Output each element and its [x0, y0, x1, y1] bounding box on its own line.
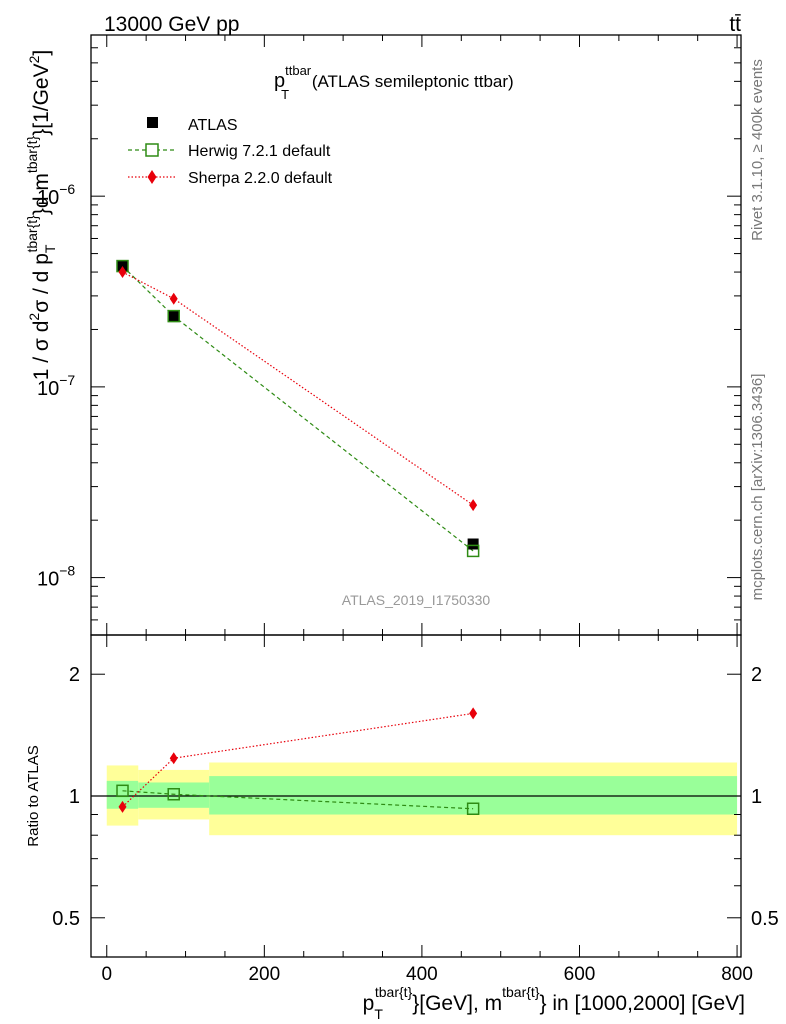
ratio-point-herwig	[466, 802, 480, 816]
main-y-tick-label: 10−6	[37, 181, 75, 209]
main-y-axis-label: 1 / σ d2σ / d pTtbar{t}}d mtbar{t}}[1/Ge…	[24, 50, 58, 381]
main-series-points	[116, 259, 480, 558]
legend-label-atlas: ATLAS	[188, 117, 238, 134]
ratio-point-herwig	[116, 784, 129, 798]
main-line-herwig	[122, 265, 474, 552]
plot-title: pttbar T (ATLAS semileptonic ttbar)	[274, 63, 514, 102]
legend-label-sherpa: Sherpa 2.2.0 default	[188, 170, 333, 187]
svg-text:pTtbar{t}}[GeV], mtbar{t}} in: pTtbar{t}}[GeV], mtbar{t}} in [1000,2000…	[363, 984, 745, 1022]
main-point-herwig	[167, 309, 180, 323]
legend: ATLAS Herwig 7.2.1 default Sherpa 2.2.0 …	[128, 117, 333, 187]
main-point-atlas	[168, 310, 180, 322]
legend-label-herwig: Herwig 7.2.1 default	[188, 143, 331, 160]
ratio-y-axis-label: Ratio to ATLAS	[25, 745, 42, 846]
ratio-y-tick-label-right: 0.5	[751, 908, 779, 930]
ratio-y-tick-label-right: 2	[751, 664, 762, 686]
main-y-tick-label: 10−7	[37, 372, 75, 400]
main-point-sherpa	[118, 266, 127, 279]
ratio-axes: 0 200 400 600 800 2 2 1 1 0.5 0.5	[52, 634, 779, 985]
main-y-tick-label: 10−8	[37, 563, 75, 591]
ratio-uncertainty-bands	[91, 762, 741, 836]
ratio-y-tick-label-left: 1	[69, 786, 80, 808]
ratio-point-herwig	[167, 788, 180, 801]
ratio-band-inner-2	[209, 776, 738, 815]
ratio-line-herwig	[122, 790, 474, 810]
x-tick-label: 0	[101, 964, 112, 985]
legend-marker-herwig	[145, 143, 159, 157]
main-point-sherpa	[169, 292, 178, 305]
x-tick-label: 200	[248, 964, 280, 985]
x-tick-label: 800	[721, 964, 753, 985]
mcplots-label: mcplots.cern.ch [arXiv:1306.3436]	[749, 374, 766, 601]
header-energy-label: 13000 GeV pp	[104, 13, 239, 36]
rivet-label: Rivet 3.1.10, ≥ 400k events	[749, 59, 766, 241]
svg-text:1 / σ d2σ / d pTtbar{t}}d mtba: 1 / σ d2σ / d pTtbar{t}}d mtbar{t}}[1/Ge…	[24, 50, 58, 381]
ratio-point-sherpa	[118, 800, 127, 813]
x-tick-label: 600	[564, 964, 596, 985]
main-point-atlas	[467, 538, 479, 550]
main-point-herwig	[466, 544, 480, 558]
analysis-watermark: ATLAS_2019_I1750330	[342, 592, 491, 608]
main-point-sherpa	[469, 499, 478, 512]
ratio-point-sherpa	[169, 752, 178, 765]
ratio-y-tick-label-right: 1	[751, 786, 762, 808]
ratio-y-tick-label-left: 0.5	[52, 908, 80, 930]
ratio-point-sherpa	[469, 707, 478, 720]
main-line-sherpa	[122, 271, 474, 506]
ratio-series-points	[116, 707, 480, 816]
legend-marker-sherpa	[147, 170, 157, 184]
main-axes: 10−6 10−7 10−8	[37, 34, 742, 636]
x-tick-label: 400	[406, 964, 438, 985]
ratio-y-tick-label-left: 2	[69, 664, 80, 686]
x-axis-label: pTtbar{t}}[GeV], mtbar{t}} in [1000,2000…	[363, 984, 745, 1022]
main-series-lines	[122, 265, 474, 552]
ratio-band-inner-1	[138, 782, 210, 808]
legend-marker-atlas	[147, 117, 158, 128]
header-process-label: tt̄	[729, 13, 741, 36]
